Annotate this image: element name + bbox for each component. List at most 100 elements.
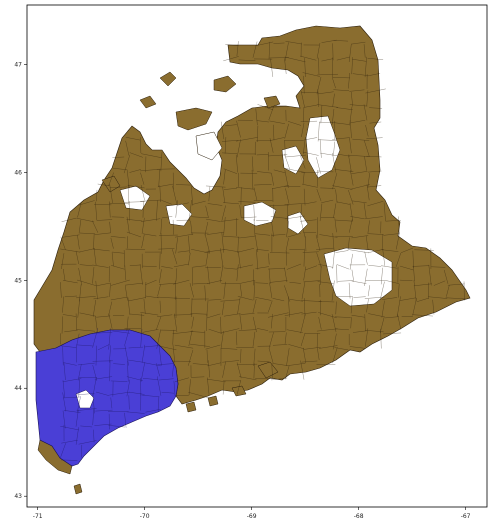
- township-boundary: [351, 41, 366, 45]
- township-boundary: [239, 376, 257, 381]
- township-boundary: [140, 137, 142, 154]
- township-boundary: [77, 202, 82, 218]
- township-boundary: [268, 41, 271, 60]
- township-boundary: [304, 58, 306, 78]
- township-boundary: [93, 248, 97, 266]
- township-boundary: [333, 203, 337, 219]
- township-boundary: [141, 217, 145, 234]
- y-tick-label: 43: [14, 493, 22, 500]
- township-boundary: [272, 185, 290, 189]
- township-boundary: [399, 279, 413, 281]
- township-boundary: [334, 169, 354, 172]
- township-boundary: [124, 412, 127, 428]
- township-boundary: [256, 154, 269, 156]
- township-boundary: [351, 57, 353, 75]
- township-boundary: [320, 265, 322, 285]
- township-boundary: [336, 107, 353, 110]
- township-boundary: [413, 265, 415, 282]
- township-boundary: [176, 202, 189, 206]
- township-boundary: [317, 347, 320, 361]
- township-boundary: [191, 216, 209, 218]
- township-boundary: [350, 297, 353, 314]
- township-boundary: [367, 285, 370, 297]
- township-boundary: [157, 284, 161, 297]
- township-boundary: [222, 381, 225, 395]
- township-boundary: [220, 219, 239, 222]
- township-boundary: [268, 348, 274, 363]
- township-boundary: [319, 234, 338, 238]
- township-boundary: [235, 154, 238, 173]
- township-boundary: [204, 234, 210, 253]
- township-boundary: [62, 234, 80, 238]
- region-a-coast-3: [207, 395, 219, 407]
- township-boundary: [352, 73, 369, 76]
- township-boundary: [332, 347, 338, 364]
- township-boundary: [110, 296, 128, 301]
- township-boundary: [271, 172, 274, 186]
- township-boundary: [145, 279, 157, 286]
- township-boundary: [447, 283, 465, 286]
- township-boundary: [77, 363, 82, 381]
- township-boundary: [61, 217, 77, 222]
- township-boundary: [302, 251, 319, 253]
- township-boundary: [255, 297, 272, 301]
- township-boundary: [97, 282, 111, 286]
- township-boundary: [332, 77, 351, 79]
- township-boundary: [223, 249, 240, 253]
- township-boundary: [92, 327, 99, 348]
- township-boundary: [173, 380, 176, 396]
- township-boundary: [112, 156, 125, 158]
- township-boundary: [433, 280, 446, 286]
- township-boundary: [78, 232, 95, 235]
- township-boundary: [302, 172, 305, 185]
- township-boundary: [271, 234, 286, 236]
- township-boundary: [301, 360, 318, 363]
- township-boundary: [364, 268, 368, 286]
- township-boundary: [302, 151, 319, 156]
- township-boundary: [126, 379, 130, 397]
- township-boundary: [108, 172, 114, 186]
- township-boundary: [316, 42, 321, 59]
- township-boundary: [398, 283, 400, 298]
- township-boundary: [286, 348, 290, 367]
- township-boundary: [236, 380, 241, 395]
- township-boundary: [111, 252, 114, 267]
- township-boundary: [224, 267, 237, 270]
- township-boundary: [412, 265, 430, 267]
- township-boundary: [399, 265, 414, 271]
- township-boundary: [92, 408, 94, 426]
- township-boundary: [381, 300, 385, 318]
- township-boundary: [97, 219, 113, 221]
- township-boundary: [364, 56, 367, 78]
- township-boundary: [383, 233, 399, 236]
- township-boundary: [159, 300, 161, 313]
- township-boundary: [285, 188, 290, 204]
- township-boundary: [315, 234, 321, 251]
- township-boundary: [332, 108, 335, 125]
- township-boundary: [240, 349, 242, 363]
- township-boundary: [271, 364, 273, 379]
- township-boundary: [223, 236, 240, 238]
- region-a-fragment-4: [213, 75, 237, 93]
- township-boundary: [269, 280, 288, 283]
- lake-7: [281, 145, 305, 175]
- township-boundary: [109, 221, 111, 234]
- township-boundary: [289, 299, 303, 302]
- township-boundary: [140, 184, 145, 201]
- township-boundary: [332, 77, 336, 89]
- township-boundary: [96, 315, 111, 318]
- township-boundary: [190, 331, 205, 333]
- lake-2: [305, 115, 341, 179]
- township-boundary: [316, 333, 318, 348]
- township-boundary: [349, 119, 352, 139]
- township-boundary: [238, 201, 256, 203]
- township-boundary: [350, 120, 366, 123]
- township-boundary: [368, 185, 382, 188]
- township-boundary: [316, 76, 322, 94]
- township-boundary: [316, 157, 321, 174]
- township-boundary: [256, 249, 269, 251]
- township-boundary: [368, 249, 384, 253]
- township-boundary: [287, 233, 301, 238]
- township-boundary: [270, 58, 274, 77]
- township-boundary: [223, 188, 237, 190]
